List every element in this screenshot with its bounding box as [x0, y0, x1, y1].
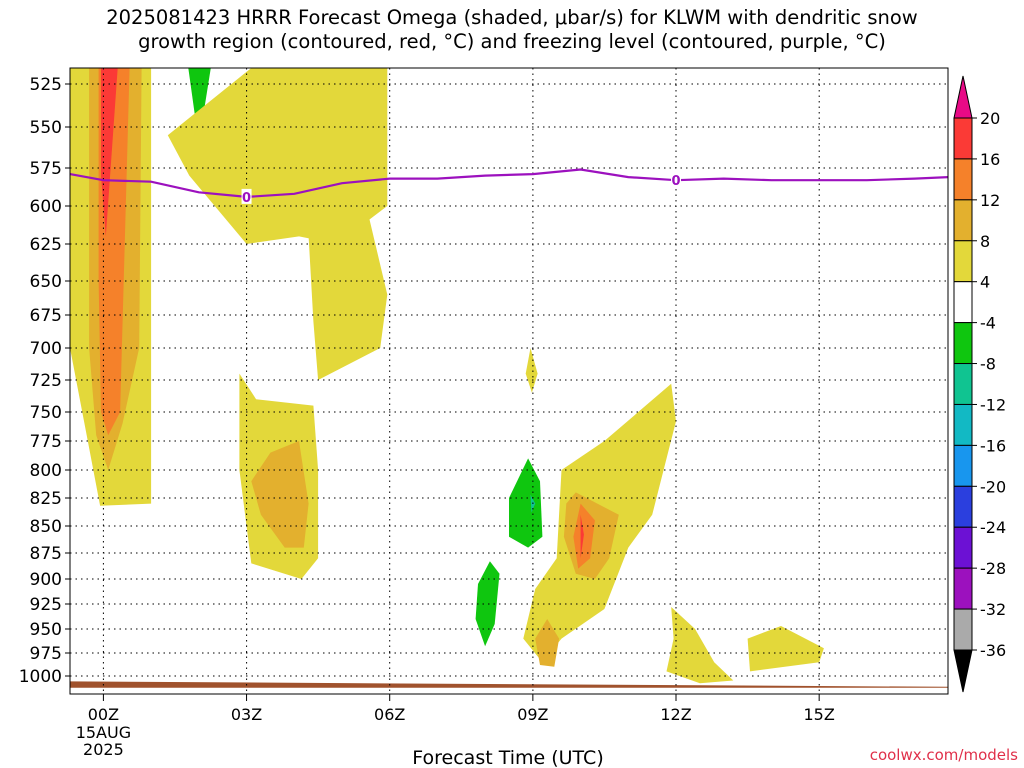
y-tick-label: 875 [30, 544, 62, 564]
colorbar-swatch-10 [953, 526, 973, 569]
colorbar-label: 12 [980, 191, 1000, 210]
omega-region-12 [475, 561, 500, 647]
colorbar-swatch-1 [953, 158, 973, 201]
freezing-level-contour: 00 [69, 168, 949, 206]
omega-region-3 [101, 68, 118, 237]
omega-region-6 [280, 78, 388, 380]
omega-region-18 [666, 607, 734, 684]
omega-region-19 [747, 626, 824, 672]
chart-title: 2025081423 HRRR Forecast Omega (shaded, … [0, 6, 1024, 54]
y-tick-label: 950 [30, 620, 62, 640]
omega-region-15 [573, 503, 595, 569]
colorbar-label: 8 [980, 232, 990, 251]
freezing-level-label-0: 0 [242, 191, 251, 206]
x-tick-label: 00Z [88, 705, 119, 724]
terrain-layer [70, 681, 948, 688]
site-credit: coolwx.com/models [869, 746, 1018, 764]
y-tick-label: 600 [30, 197, 62, 217]
y-tick-label: 750 [30, 403, 62, 423]
colorbar-label: -36 [980, 641, 1006, 660]
colorbar-label: -12 [980, 395, 1006, 414]
x-axis-label: Forecast Time (UTC) [412, 747, 603, 768]
omega-region-8 [251, 441, 309, 548]
colorbar-swatch-12 [953, 608, 973, 651]
omega-region-17 [535, 619, 560, 667]
omega-region-10 [509, 458, 543, 548]
x-date-label-0: 15AUG [76, 723, 131, 742]
y-tick-label: 525 [30, 75, 62, 95]
x-tick-label: 15Z [803, 705, 834, 724]
y-tick-label: 925 [30, 595, 62, 615]
colorbar-top-arrow [953, 75, 973, 119]
freezing-level-label-1: 0 [671, 174, 680, 189]
chart-title-line-2: growth region (contoured, red, °C) and f… [138, 30, 886, 53]
colorbar-swatch-0 [953, 117, 973, 160]
y-tick-label: 675 [30, 306, 62, 326]
y-tick-label: 700 [30, 339, 62, 359]
y-tick-label: 900 [30, 570, 62, 590]
y-tick-label: 800 [30, 461, 62, 481]
y-tick-label: 825 [30, 489, 62, 509]
y-tick-label: 650 [30, 272, 62, 292]
colorbar-label: -8 [980, 355, 996, 374]
y-tick-label: 625 [30, 235, 62, 255]
freezing-level-line [69, 168, 949, 199]
x-date-label-1: 2025 [83, 740, 124, 759]
colorbar-swatch-11 [953, 567, 973, 610]
colorbar-swatch-4 [953, 281, 973, 324]
omega-region-16 [580, 514, 584, 559]
y-axis: 525 550 575 600 625 650 675 700 725 750 775 800 825 8… [19, 75, 70, 687]
colorbar-swatch-8 [953, 444, 973, 487]
colorbar-label: 16 [980, 150, 1000, 169]
omega-region-4 [188, 68, 211, 144]
freezing-label-bg-1 [671, 172, 682, 188]
x-tick-label: 12Z [660, 705, 691, 724]
colorbar-swatch-5 [953, 322, 973, 365]
colorbar-label: -28 [980, 559, 1006, 578]
y-tick-label: 575 [30, 159, 62, 179]
plot-frame [69, 67, 949, 695]
colorbar-swatch-2 [953, 199, 973, 242]
omega-shading [70, 68, 824, 684]
x-tick-label: 09Z [517, 705, 548, 724]
freezing-label-bg-0 [241, 188, 252, 204]
colorbar-swatch-3 [953, 240, 973, 283]
y-tick-label: 975 [30, 644, 62, 664]
y-tick-label: 550 [30, 118, 62, 138]
y-tick-label: 850 [30, 517, 62, 537]
colorbar-swatch-7 [953, 403, 973, 446]
colorbar-label: -4 [980, 314, 996, 333]
colorbar-swatch-9 [953, 485, 973, 528]
x-tick-label: 03Z [231, 705, 262, 724]
terrain-band [70, 681, 948, 688]
colorbar-label: -16 [980, 436, 1006, 455]
y-tick-label: 1000 [19, 667, 62, 687]
y-tick-label: 725 [30, 371, 62, 391]
colorbar-label: 4 [980, 273, 990, 292]
chart-title-line-1: 2025081423 HRRR Forecast Omega (shaded, … [106, 6, 918, 29]
y-tick-label: 775 [30, 432, 62, 452]
colorbar-label: -32 [980, 600, 1006, 619]
colorbar-label: -24 [980, 518, 1006, 537]
colorbar-label: 20 [980, 109, 1000, 128]
colorbar-bottom-arrow [953, 649, 973, 693]
grid-lines [70, 68, 948, 694]
x-tick-label: 06Z [374, 705, 405, 724]
colorbar: 20 16 12 8 4 -4 -8 -12 -16 -20 -24 -28 -32 -36 [953, 75, 1006, 693]
colorbar-swatch-6 [953, 363, 973, 405]
omega-region-9 [525, 348, 538, 393]
colorbar-label: -20 [980, 477, 1006, 496]
